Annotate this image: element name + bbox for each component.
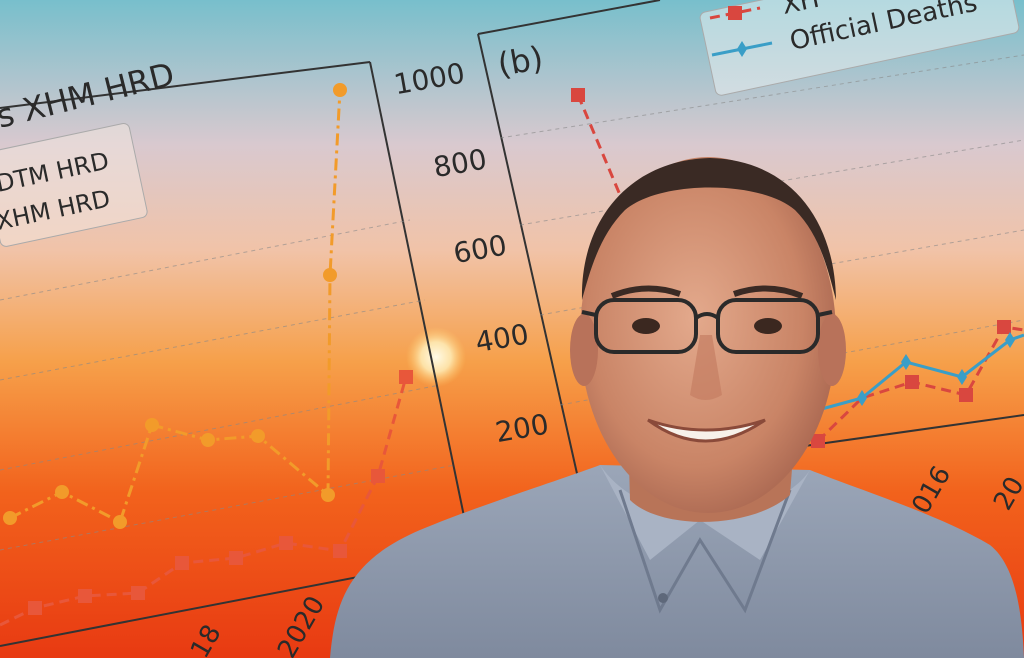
- panel-label: (b): [495, 39, 546, 84]
- person: [330, 157, 1024, 658]
- right-markers: [571, 6, 1015, 448]
- left-markers: [3, 83, 413, 615]
- sun-glow: [406, 327, 466, 387]
